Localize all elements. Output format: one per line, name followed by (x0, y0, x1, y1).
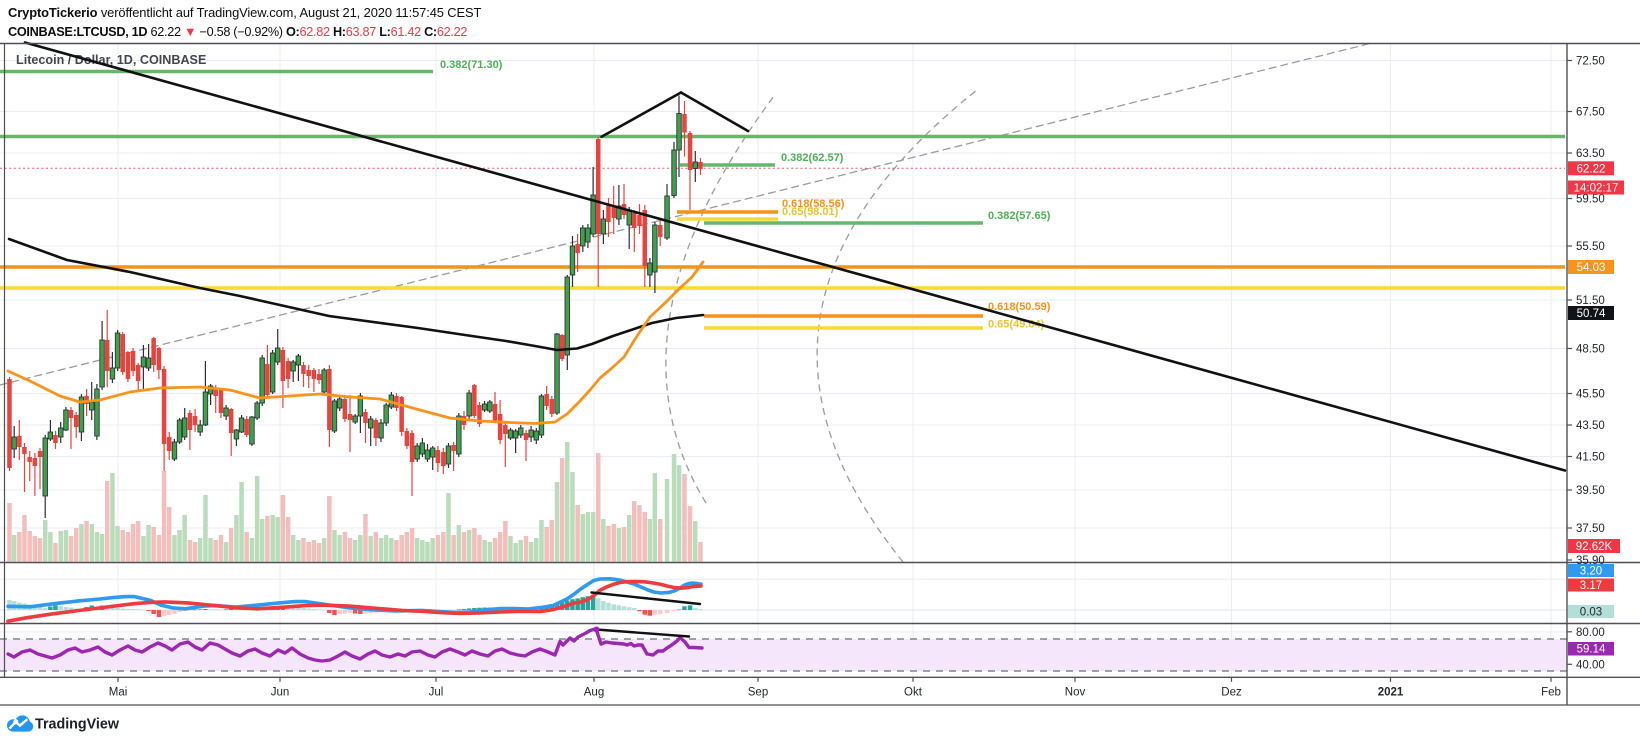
svg-text:62.22: 62.22 (1577, 163, 1606, 175)
svg-text:67.50: 67.50 (1576, 107, 1605, 119)
svg-text:CryptoTickerio veröffentlicht: CryptoTickerio veröffentlicht auf Tradin… (8, 5, 482, 20)
svg-text:3.20: 3.20 (1580, 566, 1602, 578)
svg-text:51.50: 51.50 (1576, 295, 1605, 307)
svg-text:59.50: 59.50 (1576, 194, 1605, 206)
svg-text:2021: 2021 (1378, 687, 1404, 699)
svg-text:50.74: 50.74 (1577, 308, 1606, 320)
svg-text:40.00: 40.00 (1576, 659, 1605, 671)
svg-text:63.50: 63.50 (1576, 148, 1605, 160)
svg-text:80.00: 80.00 (1576, 627, 1605, 639)
svg-text:39.50: 39.50 (1576, 485, 1605, 497)
svg-text:72.50: 72.50 (1576, 56, 1605, 68)
svg-text:41.50: 41.50 (1576, 452, 1605, 464)
svg-text:TradingView: TradingView (35, 717, 120, 733)
svg-text:0.65(58.01): 0.65(58.01) (782, 206, 839, 218)
svg-text:0.618(58.56): 0.618(58.56) (782, 198, 845, 210)
svg-text:Jul: Jul (429, 687, 444, 699)
svg-text:0.618(50.59): 0.618(50.59) (988, 301, 1051, 313)
svg-text:0.382(71.30): 0.382(71.30) (440, 59, 503, 71)
svg-text:0.382(57.65): 0.382(57.65) (988, 210, 1051, 222)
svg-text:Feb: Feb (1541, 687, 1561, 699)
svg-text:59.14: 59.14 (1577, 644, 1606, 656)
svg-text:37.50: 37.50 (1576, 523, 1605, 535)
svg-text:14:02:17: 14:02:17 (1574, 183, 1619, 195)
svg-text:Sep: Sep (748, 687, 768, 699)
svg-text:45.50: 45.50 (1576, 389, 1605, 401)
svg-text:Aug: Aug (584, 687, 604, 699)
svg-text:3.17: 3.17 (1580, 580, 1602, 592)
svg-text:48.50: 48.50 (1576, 344, 1605, 356)
svg-text:Jun: Jun (271, 687, 290, 699)
svg-text:55.50: 55.50 (1576, 241, 1605, 253)
svg-text:Nov: Nov (1065, 687, 1086, 699)
svg-text:Mai: Mai (109, 687, 128, 699)
svg-text:0.382(62.57): 0.382(62.57) (781, 152, 844, 164)
svg-text:43.50: 43.50 (1576, 420, 1605, 432)
svg-text:Litecoin / Dollar, 1D, COINBAS: Litecoin / Dollar, 1D, COINBASE (16, 53, 206, 67)
svg-text:92.62K: 92.62K (1576, 541, 1613, 553)
svg-text:Okt: Okt (904, 687, 923, 699)
svg-text:COINBASE:LTCUSD, 1D 62.22 ▼ −0: COINBASE:LTCUSD, 1D 62.22 ▼ −0.58 (−0.92… (8, 25, 467, 39)
svg-text:54.03: 54.03 (1577, 262, 1606, 274)
svg-text:Dez: Dez (1221, 687, 1242, 699)
svg-text:0.03: 0.03 (1580, 607, 1602, 619)
